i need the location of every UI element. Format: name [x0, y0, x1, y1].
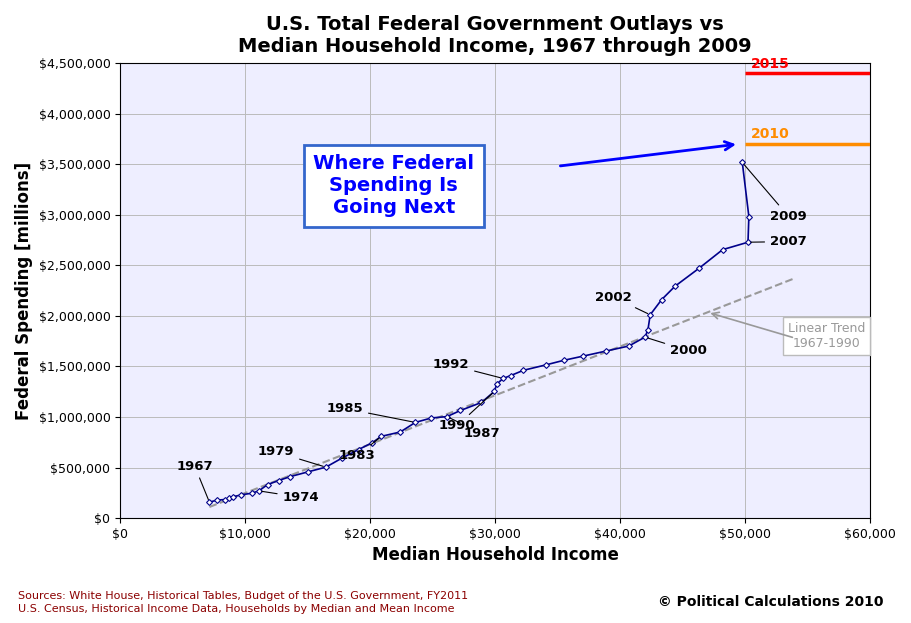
- Text: Sources: White House, Historical Tables, Budget of the U.S. Government, FY2011: Sources: White House, Historical Tables,…: [18, 591, 468, 601]
- Text: 1967: 1967: [177, 460, 213, 500]
- Text: 2009: 2009: [744, 164, 807, 223]
- Text: 2015: 2015: [752, 57, 790, 70]
- Text: Linear Trend
1967-1990: Linear Trend 1967-1990: [788, 322, 865, 350]
- Text: 2000: 2000: [648, 338, 707, 358]
- Text: 2010: 2010: [752, 128, 790, 141]
- Text: 1985: 1985: [326, 402, 413, 422]
- Text: 1990: 1990: [439, 393, 492, 432]
- Y-axis label: Federal Spending [millions]: Federal Spending [millions]: [15, 161, 33, 420]
- Text: 2007: 2007: [751, 235, 807, 248]
- Text: 1979: 1979: [258, 445, 323, 467]
- Text: 2002: 2002: [595, 291, 648, 313]
- Text: U.S. Census, Historical Income Data, Households by Median and Mean Income: U.S. Census, Historical Income Data, Hou…: [18, 604, 455, 614]
- Text: 1983: 1983: [339, 438, 379, 462]
- Title: U.S. Total Federal Government Outlays vs
Median Household Income, 1967 through 2: U.S. Total Federal Government Outlays vs…: [239, 15, 752, 56]
- X-axis label: Median Household Income: Median Household Income: [372, 546, 619, 564]
- Text: 1992: 1992: [433, 358, 500, 378]
- Text: Where Federal
Spending Is
Going Next: Where Federal Spending Is Going Next: [313, 155, 475, 217]
- Text: 1974: 1974: [261, 491, 319, 504]
- Text: 1987: 1987: [449, 418, 500, 440]
- Text: © Political Calculations 2010: © Political Calculations 2010: [658, 595, 884, 609]
